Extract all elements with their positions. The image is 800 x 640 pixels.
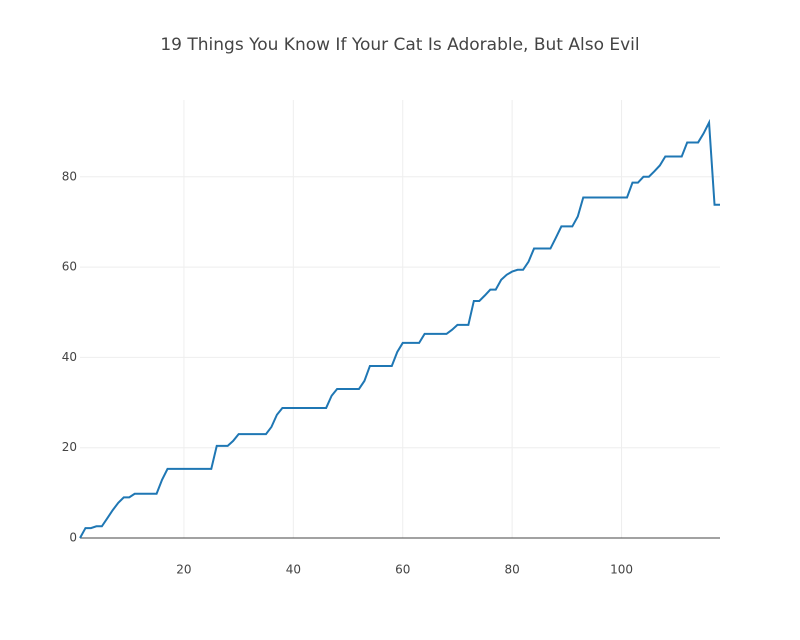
chart-title: 19 Things You Know If Your Cat Is Adorab… <box>160 35 639 55</box>
x-tick-label: 20 <box>176 563 191 577</box>
y-tick-label: 60 <box>62 260 77 274</box>
x-tick-label: 40 <box>286 563 301 577</box>
y-tick-label: 80 <box>62 169 77 183</box>
y-tick-label: 40 <box>62 350 77 364</box>
x-tick-label: 100 <box>610 563 633 577</box>
x-tick-label: 80 <box>504 563 519 577</box>
line <box>79 118 720 539</box>
y-tick-label: 0 <box>69 531 77 545</box>
y-tick-label: 20 <box>62 440 77 454</box>
x-tick-label: 60 <box>395 563 410 577</box>
